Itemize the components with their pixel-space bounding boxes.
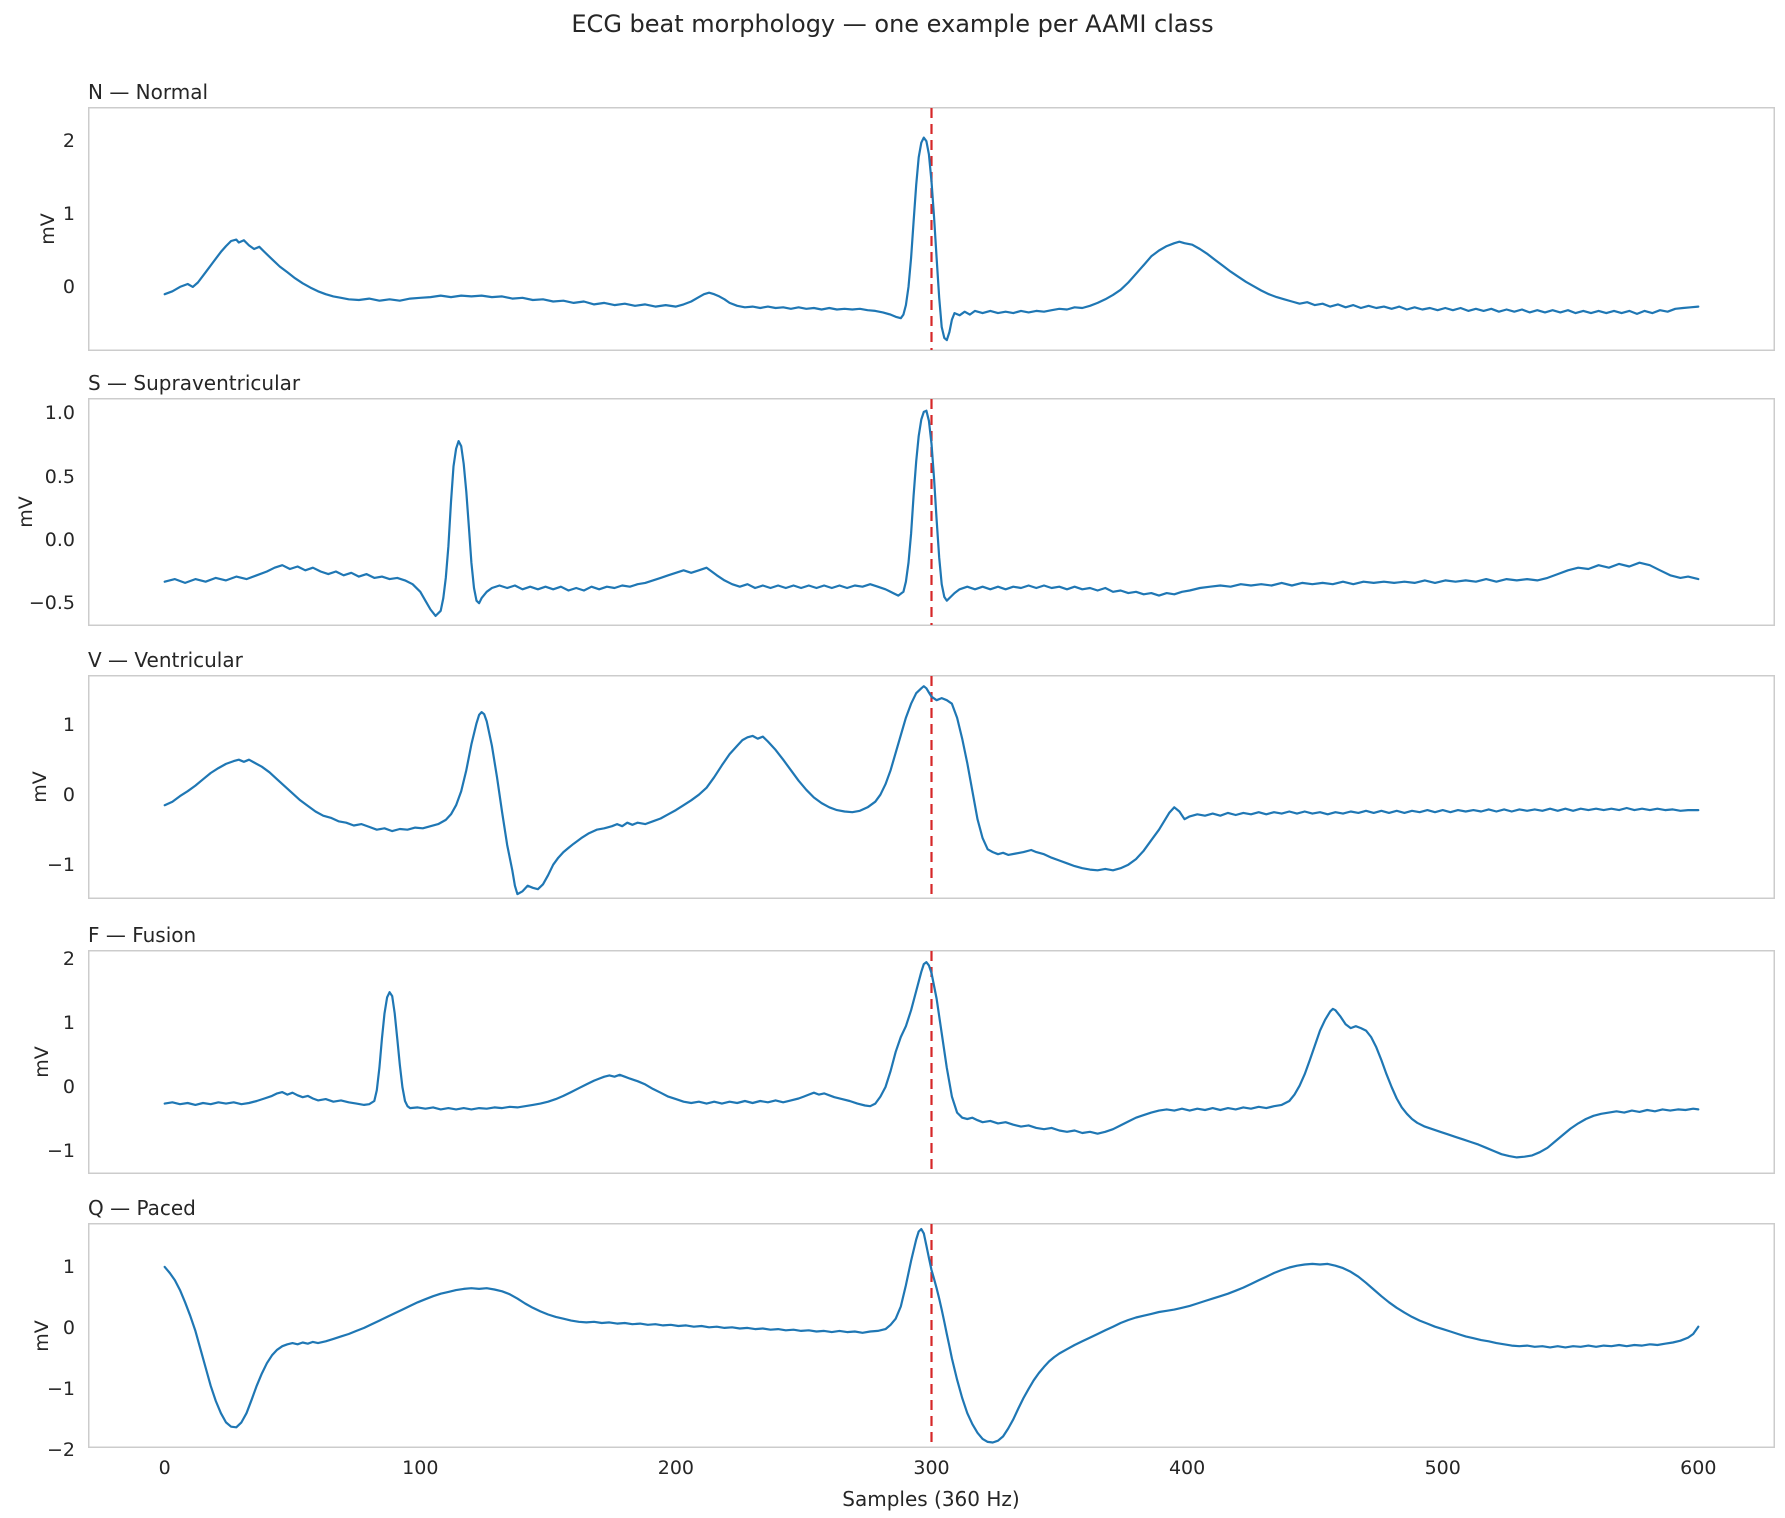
subplot-title-F: F — Fusion [88, 923, 197, 947]
y-tick-S-−0.5: −0.5 [28, 592, 75, 615]
y-tick-S-1.0: 1.0 [44, 402, 75, 425]
y-tick-N-2: 2 [62, 130, 75, 153]
ecg-panel-N [88, 107, 1775, 351]
x-tick-600: 600 [1680, 1457, 1717, 1479]
y-tick-Q-0: 0 [62, 1316, 75, 1339]
y-tick-Q-−1: −1 [46, 1377, 75, 1400]
y-tick-V-0: 0 [62, 783, 75, 806]
x-tick-300: 300 [913, 1457, 950, 1479]
y-tick-Q-−2: −2 [46, 1438, 75, 1461]
y-tick-F-0: 0 [62, 1075, 75, 1098]
axes-spines-Q [88, 1223, 1775, 1448]
x-tick-100: 100 [402, 1457, 439, 1479]
y-axis-label-N: mV [37, 213, 59, 245]
y-tick-N-1: 1 [62, 203, 75, 226]
axes-spines-F [88, 950, 1775, 1174]
ecg-panel-S [88, 398, 1775, 626]
x-tick-200: 200 [657, 1457, 695, 1479]
subplot-title-S: S — Supraventricular [88, 371, 301, 395]
axes-spines-N [88, 107, 1775, 351]
x-tick-400: 400 [1168, 1457, 1206, 1479]
subplot-title-N: N — Normal [88, 80, 209, 104]
y-tick-S-0.5: 0.5 [44, 465, 75, 488]
y-tick-F-−1: −1 [46, 1139, 75, 1162]
x-tick-0: 0 [158, 1457, 171, 1479]
y-tick-Q-1: 1 [62, 1255, 75, 1278]
axes-spines-V [88, 675, 1775, 899]
y-tick-F-1: 1 [62, 1011, 75, 1034]
y-tick-V-−1: −1 [46, 853, 75, 876]
ecg-panel-Q [88, 1223, 1775, 1448]
y-tick-F-2: 2 [62, 947, 75, 970]
subplot-title-V: V — Ventricular [88, 648, 243, 672]
axes-spines-S [88, 398, 1775, 626]
y-tick-N-0: 0 [62, 275, 75, 298]
x-tick-500: 500 [1424, 1457, 1461, 1479]
ecg-panel-V [88, 675, 1775, 899]
ecg-waveform-S [163, 409, 1700, 617]
ecg-waveform-N [163, 136, 1700, 342]
ecg-waveform-Q [163, 1228, 1700, 1444]
x-axis-label: Samples (360 Hz) [842, 1487, 1020, 1511]
subplot-title-Q: Q — Paced [88, 1196, 196, 1220]
ecg-waveform-V [163, 685, 1700, 896]
y-tick-V-1: 1 [62, 713, 75, 736]
y-tick-S-0.0: 0.0 [44, 528, 75, 551]
figure-title: ECG beat morphology — one example per AA… [571, 10, 1214, 38]
ecg-waveform-F [163, 961, 1700, 1159]
ecg-panel-F [88, 950, 1775, 1174]
